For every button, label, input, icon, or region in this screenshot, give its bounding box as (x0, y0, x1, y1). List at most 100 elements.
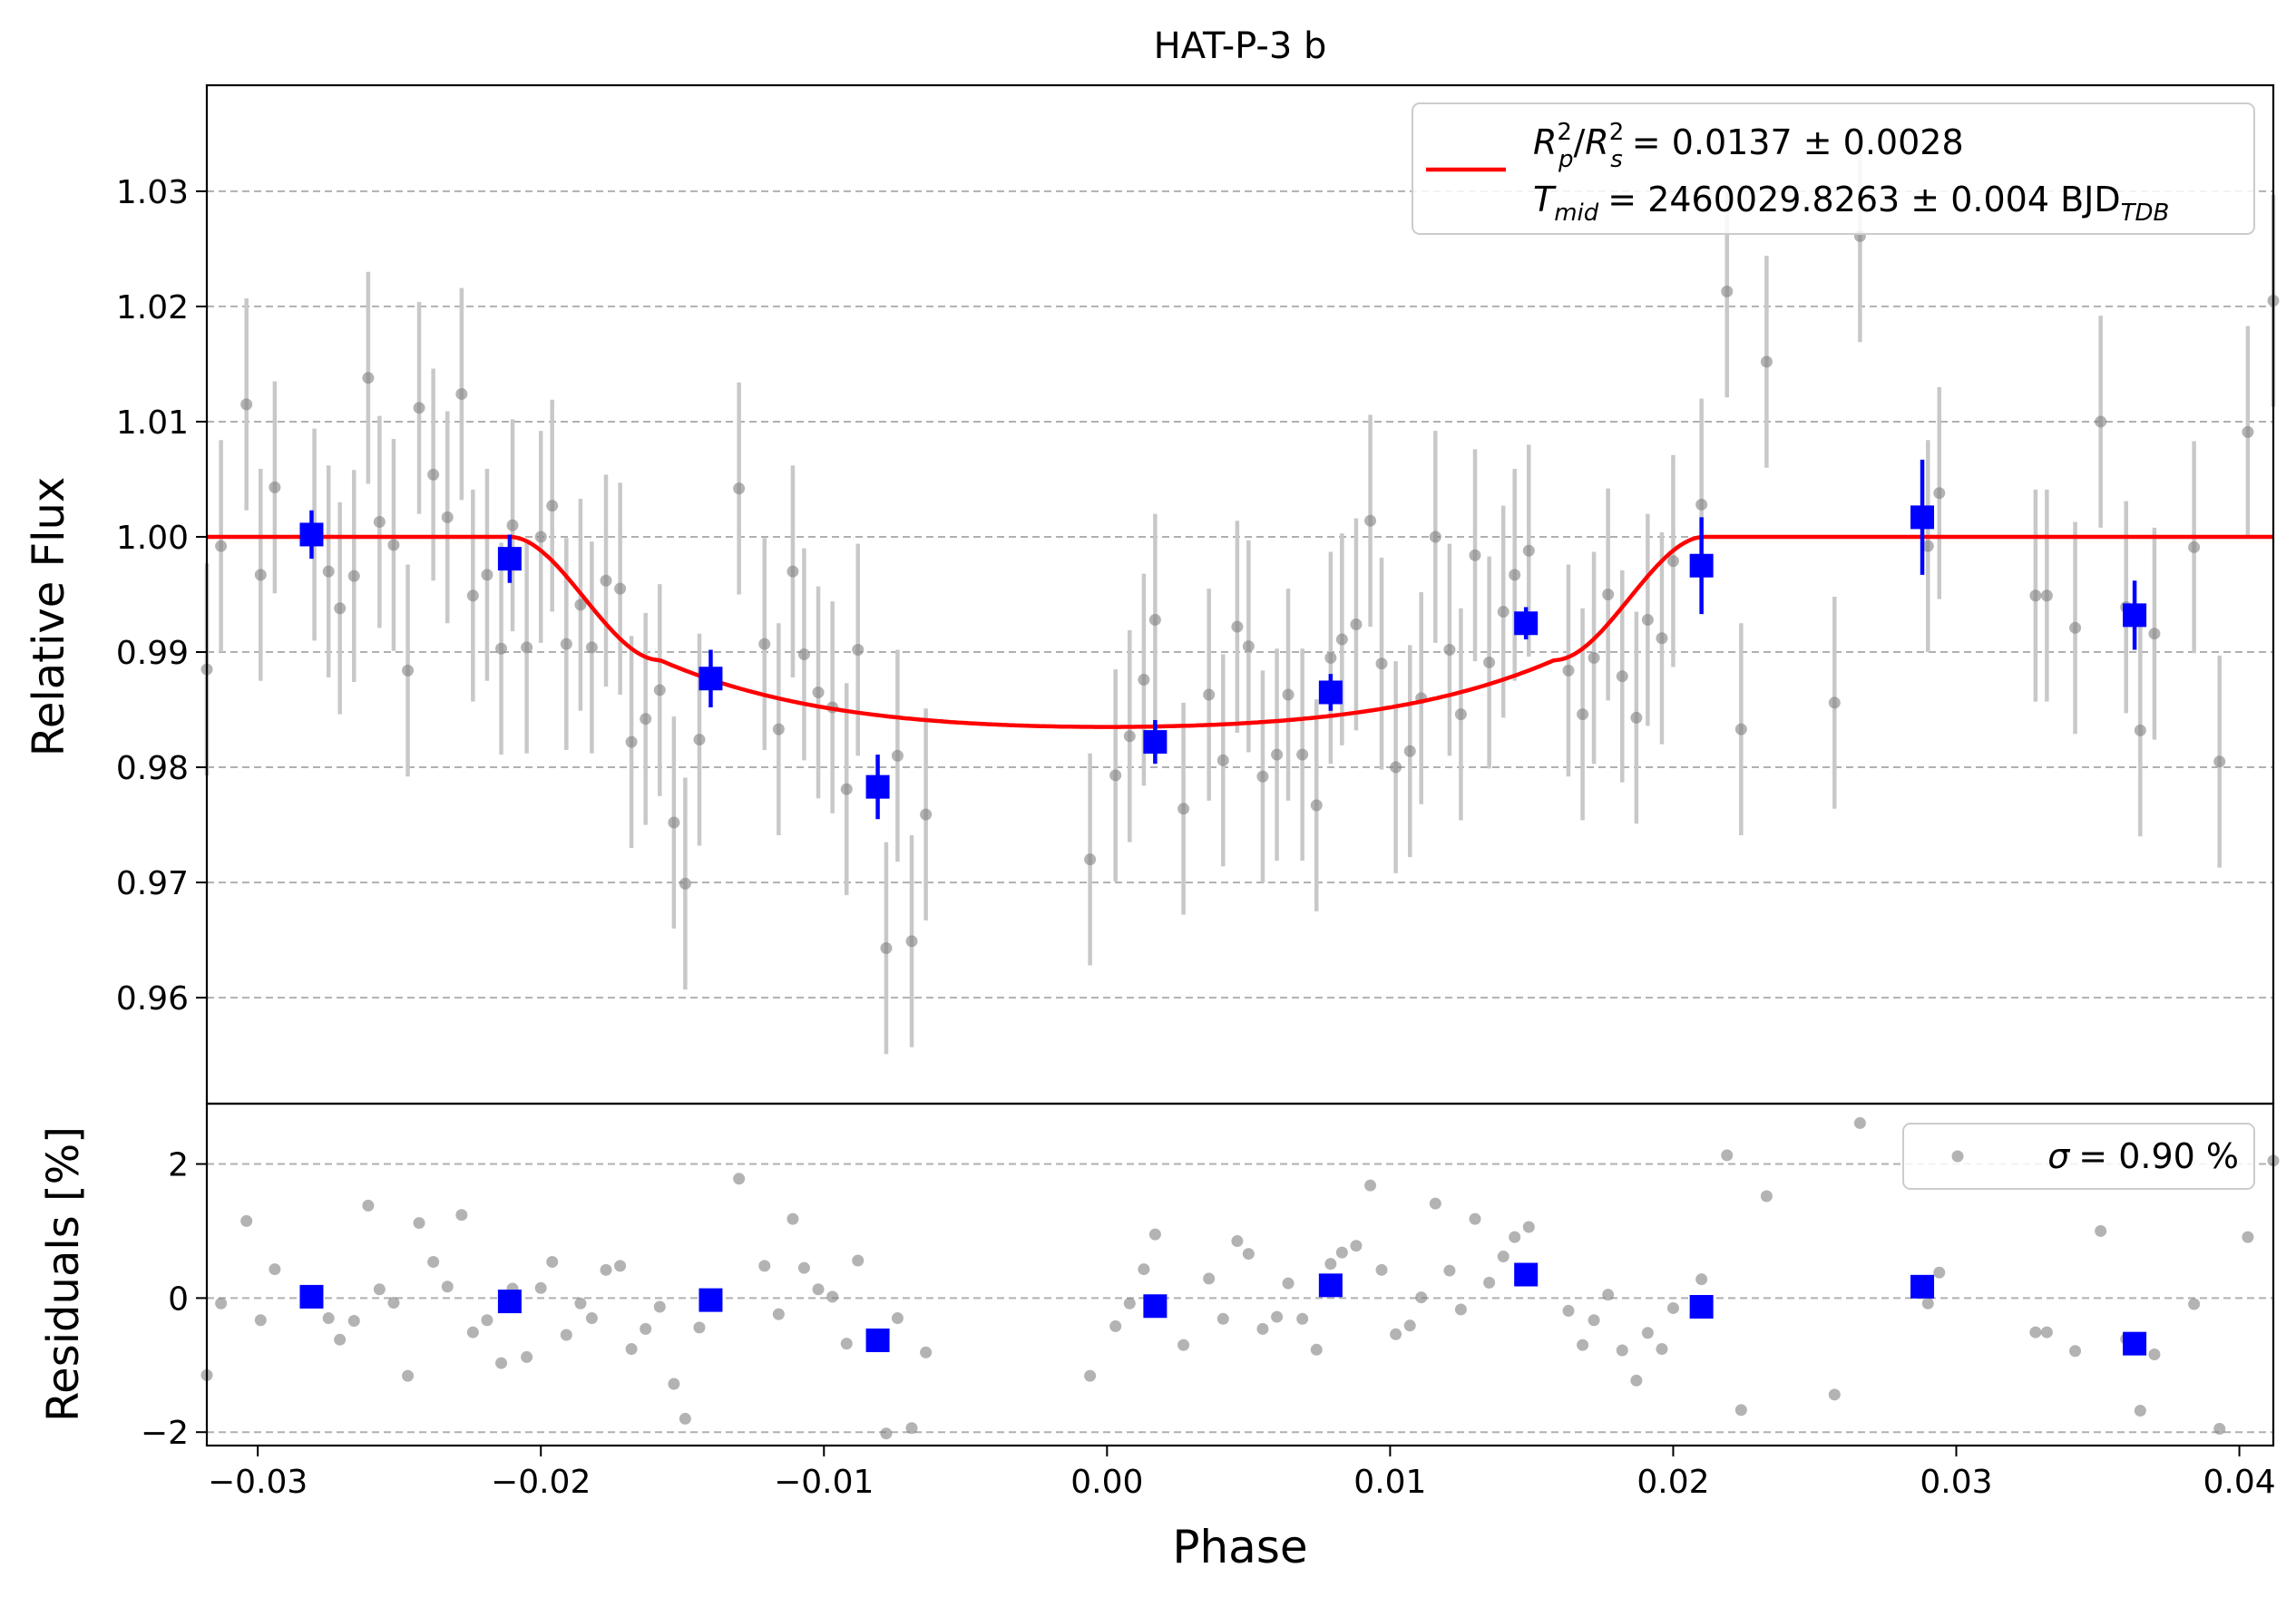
raw-data-point (2095, 415, 2107, 428)
raw-data-point (521, 641, 533, 654)
residual-point (1562, 1304, 1575, 1317)
raw-data-point (1734, 723, 1747, 735)
raw-data-point (2242, 425, 2254, 438)
raw-data-point (1403, 745, 1416, 757)
raw-data-point (347, 570, 360, 582)
bottom-y-tick-label: 2 (168, 1147, 189, 1184)
raw-data-point (1483, 656, 1496, 668)
residual-point (441, 1281, 454, 1293)
residual-point (2148, 1348, 2161, 1360)
residual-point (481, 1314, 493, 1327)
raw-data-point (1630, 711, 1643, 724)
residual-point (2040, 1326, 2053, 1339)
raw-data-point (668, 816, 680, 829)
top-raw-points (200, 229, 2280, 955)
binned-data-point (1689, 553, 1714, 578)
binned-residual-point (1514, 1262, 1539, 1287)
raw-data-point (455, 387, 468, 400)
legend-sigma: σ = 0.90 % (2047, 1136, 2239, 1176)
raw-data-point (1641, 613, 1654, 626)
raw-data-point (1310, 799, 1323, 812)
top-panel: 0.96 0.97 0.98 0.99 1.00 1.01 1.02 1.03 Relativ… (24, 83, 2280, 1105)
x-tick-label: 0.02 (1637, 1464, 1709, 1501)
raw-data-point (1296, 748, 1309, 761)
top-y-ticks: 0.96 0.97 0.98 0.99 1.00 1.01 1.02 1.03 (116, 174, 207, 1018)
raw-data-point (427, 468, 440, 481)
residual-point (2069, 1345, 2082, 1358)
residual-point (1335, 1246, 1348, 1259)
transit-model-curve (207, 534, 2273, 729)
raw-data-point (1429, 531, 1441, 543)
residual-point (347, 1315, 360, 1328)
raw-data-point (413, 402, 425, 414)
residual-point (2029, 1326, 2042, 1339)
x-tick-label: −0.01 (774, 1464, 874, 1501)
binned-data-point (2123, 603, 2147, 628)
binned-residual-point (497, 1290, 522, 1314)
raw-data-point (1666, 555, 1679, 568)
residual-point (534, 1281, 547, 1294)
bottom-y-axis-label: Residuals [%] (38, 1126, 89, 1422)
raw-data-point (653, 684, 666, 696)
bottom-y-tick-label: −2 (141, 1415, 189, 1452)
residual-point (1933, 1266, 1946, 1279)
raw-data-point (1324, 651, 1337, 664)
residual-point (1138, 1263, 1150, 1276)
x-tick-label: −0.02 (491, 1464, 591, 1501)
raw-data-point (334, 602, 347, 615)
binned-data-point (1910, 505, 1935, 530)
raw-data-point (1562, 664, 1575, 677)
raw-data-point (812, 686, 825, 698)
raw-data-point (387, 539, 400, 551)
raw-data-point (269, 481, 281, 493)
raw-data-point (1443, 643, 1456, 656)
residual-point (1375, 1263, 1388, 1276)
raw-data-point (1602, 589, 1615, 600)
bottom-binned-points (299, 1262, 2147, 1356)
top-y-axis-label: Relative Flux (24, 477, 74, 757)
residual-point (812, 1283, 825, 1296)
raw-data-point (772, 723, 785, 735)
raw-data-point (1522, 544, 1535, 557)
residual-point (1630, 1374, 1643, 1387)
raw-data-point (466, 589, 479, 602)
residual-point (920, 1346, 933, 1358)
x-axis-label: Phase (1172, 1521, 1307, 1573)
raw-data-point (1656, 632, 1668, 645)
top-y-tick-label: 0.96 (116, 980, 189, 1018)
residual-point (1666, 1301, 1679, 1314)
binned-residual-point (1910, 1274, 1935, 1299)
raw-data-point (1138, 674, 1150, 687)
raw-data-point (1497, 606, 1509, 618)
residual-point (625, 1343, 638, 1356)
top-y-tick-label: 1.02 (116, 289, 189, 326)
raw-data-point (534, 531, 547, 543)
residual-point (1483, 1276, 1496, 1289)
residual-point (1109, 1319, 1122, 1332)
top-panel-frame (205, 83, 2275, 1105)
residual-point (1390, 1328, 1402, 1340)
raw-data-point (891, 749, 904, 762)
bottom-panel: −2 0 2 Residuals [%] σ = 0.90 % (38, 1102, 2280, 1452)
raw-data-point (2040, 589, 2053, 602)
residual-point (1148, 1228, 1161, 1241)
residual-point (1509, 1231, 1521, 1243)
raw-data-point (1242, 640, 1255, 653)
residual-point (546, 1255, 559, 1268)
x-tick-label: 0.03 (1920, 1464, 1992, 1501)
residual-point (413, 1217, 425, 1230)
residual-point (840, 1338, 853, 1350)
residual-point (614, 1260, 627, 1272)
raw-data-point (1390, 761, 1402, 774)
residual-point (826, 1290, 839, 1303)
raw-data-point (693, 734, 706, 746)
raw-data-point (1231, 620, 1244, 633)
residual-point (1296, 1312, 1309, 1325)
raw-data-point (1256, 770, 1269, 783)
residual-point (1497, 1251, 1509, 1263)
raw-data-point (640, 713, 652, 725)
raw-data-point (2134, 724, 2146, 736)
raw-data-point (840, 783, 853, 795)
residual-point (600, 1263, 612, 1276)
raw-data-point (1721, 285, 1734, 297)
